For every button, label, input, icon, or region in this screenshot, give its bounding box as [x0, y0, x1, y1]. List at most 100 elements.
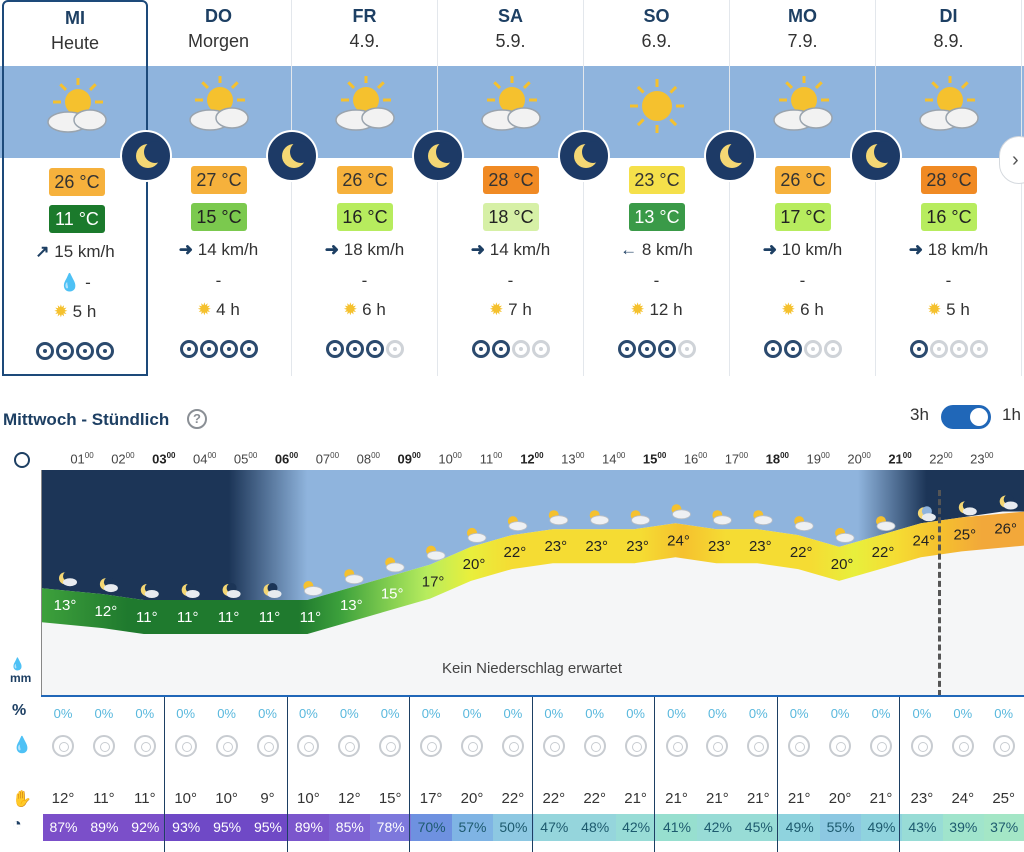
rain-row: 💧 -	[4, 273, 146, 293]
wind-row: ➜ 10 km/h	[730, 240, 875, 260]
interval-toggle[interactable]	[941, 405, 991, 429]
humidity-cell: 41%	[656, 814, 698, 841]
rating-dot	[823, 340, 842, 358]
rating-dot	[763, 340, 782, 358]
rain-amount-icon	[338, 735, 361, 757]
rain-probability: 0%	[544, 706, 564, 721]
wind-arrow-icon: ➜	[178, 240, 194, 259]
day-column-mi[interactable]: MI Heute 26 °C 11 °C ↗ 15 km/h 💧 - ✹ 5 h	[2, 0, 148, 376]
rain-amount-icon	[133, 735, 156, 757]
rain-label: 💧 mm	[10, 657, 31, 685]
moon-icon	[558, 130, 610, 182]
rating-dot	[76, 342, 94, 360]
humidity-cell: 49%	[779, 814, 821, 841]
rating-dots	[438, 340, 583, 360]
day-column-do[interactable]: DO Morgen 27 °C 15 °C ➜ 14 km/h - ✹ 4 h	[146, 0, 292, 376]
temp-label: 11°	[177, 609, 199, 626]
wind-arrow-icon: ➜	[908, 240, 924, 259]
wind-row: ➜ 18 km/h	[876, 240, 1021, 260]
rain-drop-icon: 💧	[12, 737, 32, 754]
next-days-button[interactable]: ›	[999, 136, 1024, 184]
humidity-cell: 45%	[738, 814, 780, 841]
sun-hours-row: ✹ 5 h	[876, 300, 1021, 320]
day-column-so[interactable]: SO 6.9. 23 °C 13 °C ← 8 km/h - ✹ 12 h	[584, 0, 730, 376]
day-column-di[interactable]: DI 8.9. 28 °C 16 °C ➜ 18 km/h - ✹ 5 h	[876, 0, 1022, 376]
sun-cloud-icon	[42, 77, 112, 138]
feels-like-temp: 23°	[910, 790, 934, 807]
rain-value: -	[215, 271, 222, 290]
rain-probability: 0%	[667, 706, 686, 721]
rain-amount-icon	[951, 735, 974, 757]
moon-icon	[120, 130, 172, 182]
sun-cloud-icon	[330, 75, 400, 136]
toggle-1h-label[interactable]: 1h	[1002, 405, 1021, 424]
rain-amount-icon	[52, 735, 74, 757]
night-icon	[99, 577, 118, 593]
rain-probability: 0%	[503, 706, 523, 721]
day-column-fr[interactable]: FR 4.9. 26 °C 16 °C ➜ 18 km/h - ✹ 6 h	[292, 0, 438, 376]
humidity-cell: 95%	[206, 814, 248, 841]
humidity-cell: 48%	[574, 814, 616, 841]
rating-dot	[969, 340, 988, 358]
max-temp-badge: 23 °C	[629, 166, 685, 194]
hour-label: 1200	[520, 451, 544, 467]
rating-dot	[96, 342, 114, 360]
day-cloud-icon	[753, 510, 773, 526]
wind-arrow-icon: ←	[620, 240, 638, 259]
feels-like-temp: 21°	[869, 790, 893, 807]
rain-probability: 0%	[258, 706, 277, 721]
rating-dot	[199, 340, 218, 358]
temp-label: 13°	[54, 597, 77, 614]
help-icon[interactable]: ?	[187, 409, 207, 429]
day-date: 8.9.	[933, 31, 964, 51]
temp-label: 11°	[259, 609, 281, 626]
rating-dot	[677, 340, 696, 358]
min-temp-badge: 15 °C	[191, 203, 247, 231]
no-rain-text: Kein Niederschlag erwartet	[441, 660, 623, 677]
three-hour-separator	[287, 697, 288, 852]
toggle-3h-label[interactable]: 3h	[910, 405, 929, 424]
humidity-cell: 87%	[43, 814, 84, 841]
temp-label: 20°	[831, 556, 854, 573]
rain-probability: 0%	[176, 706, 196, 721]
rain-value: -	[507, 271, 514, 290]
feels-like-temp: 25°	[992, 790, 1016, 807]
min-temp-badge: 16 °C	[337, 203, 393, 231]
temp-label: 25°	[953, 526, 976, 543]
rating-dot	[783, 340, 802, 358]
rating-dot	[325, 340, 344, 358]
sun-small-icon: ✹	[489, 300, 504, 319]
rain-amount-icon	[788, 735, 811, 757]
wind-arrow-icon: ↗	[35, 242, 50, 261]
rating-dot	[365, 340, 384, 358]
rain-amount-icon	[829, 735, 852, 757]
rain-probability: 0%	[626, 706, 645, 721]
rain-amount-icon	[665, 735, 688, 757]
hour-label: 0300	[152, 451, 176, 467]
feels-like-temp: 24°	[951, 790, 975, 807]
temp-label: 24°	[667, 532, 690, 549]
rain-amount-icon	[870, 735, 892, 757]
wind-speed: 8 km/h	[641, 240, 693, 259]
day-column-mo[interactable]: MO 7.9. 26 °C 17 °C ➜ 10 km/h - ✹ 6 h	[730, 0, 876, 376]
sun-small-icon: ✹	[927, 300, 942, 319]
rating-dots	[4, 342, 146, 362]
feels-like-temp: 12°	[51, 790, 75, 807]
rain-probability: 0%	[421, 706, 441, 721]
hour-label: 1500	[642, 451, 667, 467]
rating-dot	[36, 342, 54, 360]
min-temp-badge: 18 °C	[483, 203, 539, 231]
rain-amount-icon	[910, 735, 933, 757]
rain-amount-icon	[624, 735, 647, 757]
feels-like-temp: 21°	[746, 790, 770, 807]
rain-amount-icon	[992, 735, 1015, 757]
temp-label: 23°	[626, 538, 649, 555]
humidity-cell: 55%	[820, 814, 862, 841]
plot-baseline	[41, 695, 1024, 697]
temp-label: 22°	[872, 544, 895, 561]
temp-label: 13°	[340, 597, 363, 614]
day-column-sa[interactable]: SA 5.9. 28 °C 18 °C ➜ 14 km/h - ✹ 7 h	[438, 0, 584, 376]
humidity-cell: 85%	[329, 814, 371, 841]
three-hour-separator	[777, 697, 778, 852]
rain-probability: 0%	[748, 706, 768, 721]
